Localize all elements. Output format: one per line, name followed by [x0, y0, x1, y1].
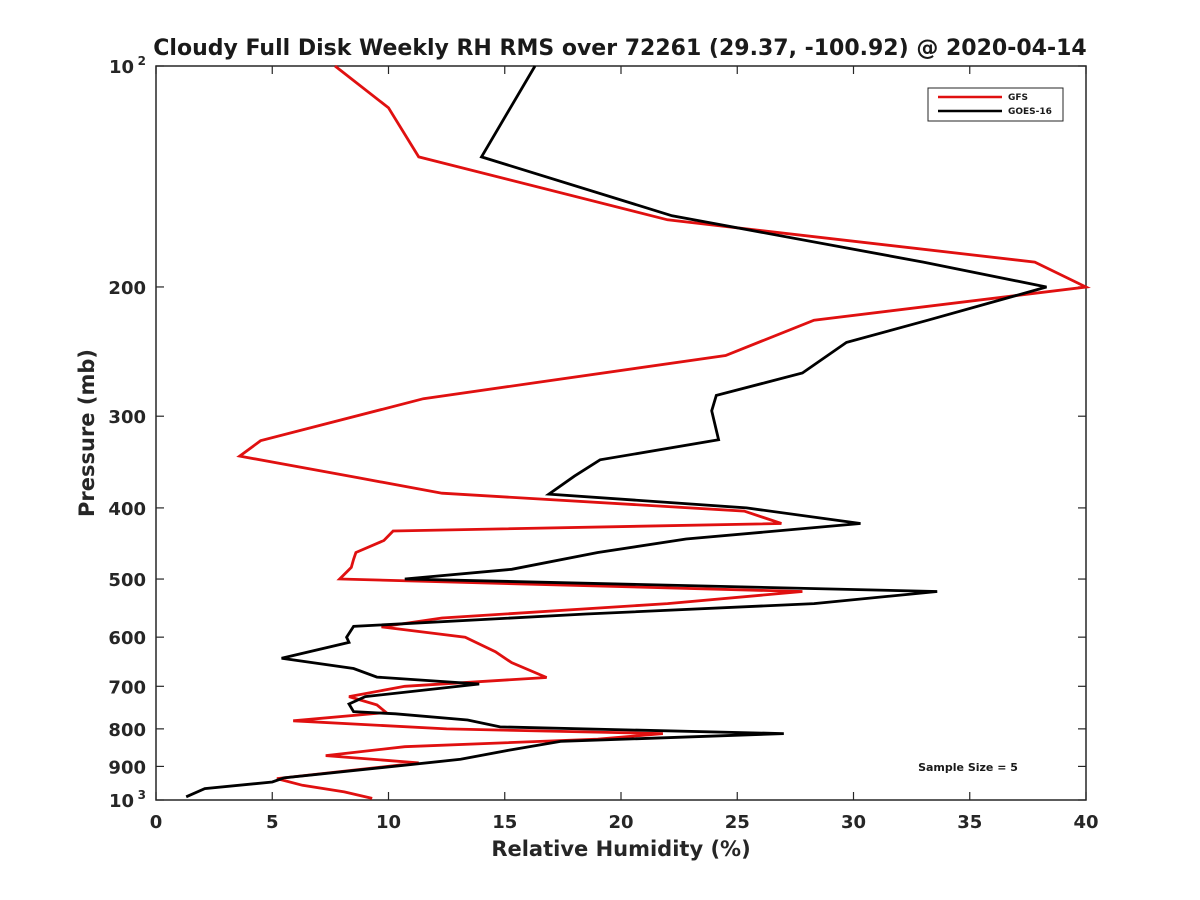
- series-line-goes-16: [185, 65, 1047, 799]
- y-tick-label: 10: [109, 57, 134, 78]
- x-tick-label: 35: [957, 812, 982, 833]
- y-tick-label: 300: [108, 407, 146, 428]
- x-tick-label: 0: [150, 812, 163, 833]
- legend-label: GOES-16: [1008, 107, 1052, 117]
- y-tick-exponent: 2: [138, 54, 146, 68]
- legend-label: GFS: [1008, 93, 1028, 103]
- chart-title: Cloudy Full Disk Weekly RH RMS over 7226…: [153, 36, 1086, 61]
- sample-size-annotation: Sample Size = 5: [918, 761, 1018, 774]
- y-tick-label: 700: [108, 677, 146, 698]
- y-axis-ticks: 10 2 200 300 400 500 600 700 800 900 10 3: [108, 54, 1086, 812]
- y-tick-label: 800: [108, 720, 146, 741]
- y-tick-exponent: 3: [138, 788, 146, 802]
- y-tick-label: 10: [109, 791, 134, 812]
- y-tick-label: 900: [108, 757, 146, 778]
- x-tick-label: 25: [725, 812, 750, 833]
- series-line-gfs: [236, 64, 1091, 800]
- y-tick-label: 500: [108, 570, 146, 591]
- y-axis-label: Pressure (mb): [75, 349, 99, 517]
- x-tick-label: 5: [266, 812, 279, 833]
- series-lines: [185, 64, 1091, 800]
- x-tick-label: 15: [492, 812, 517, 833]
- x-tick-label: 40: [1073, 812, 1098, 833]
- legend: GFS GOES-16: [927, 87, 1064, 122]
- y-tick-label: 200: [108, 278, 146, 299]
- y-tick-label: 400: [108, 499, 146, 520]
- x-axis-label: Relative Humidity (%): [491, 837, 750, 861]
- x-tick-label: 20: [608, 812, 633, 833]
- x-axis-ticks: 0 5 10 15 20 25 30 35 40: [150, 66, 1099, 833]
- x-tick-label: 30: [841, 812, 866, 833]
- legend-box: [927, 87, 1064, 122]
- y-tick-label: 600: [108, 628, 146, 649]
- x-tick-label: 10: [376, 812, 401, 833]
